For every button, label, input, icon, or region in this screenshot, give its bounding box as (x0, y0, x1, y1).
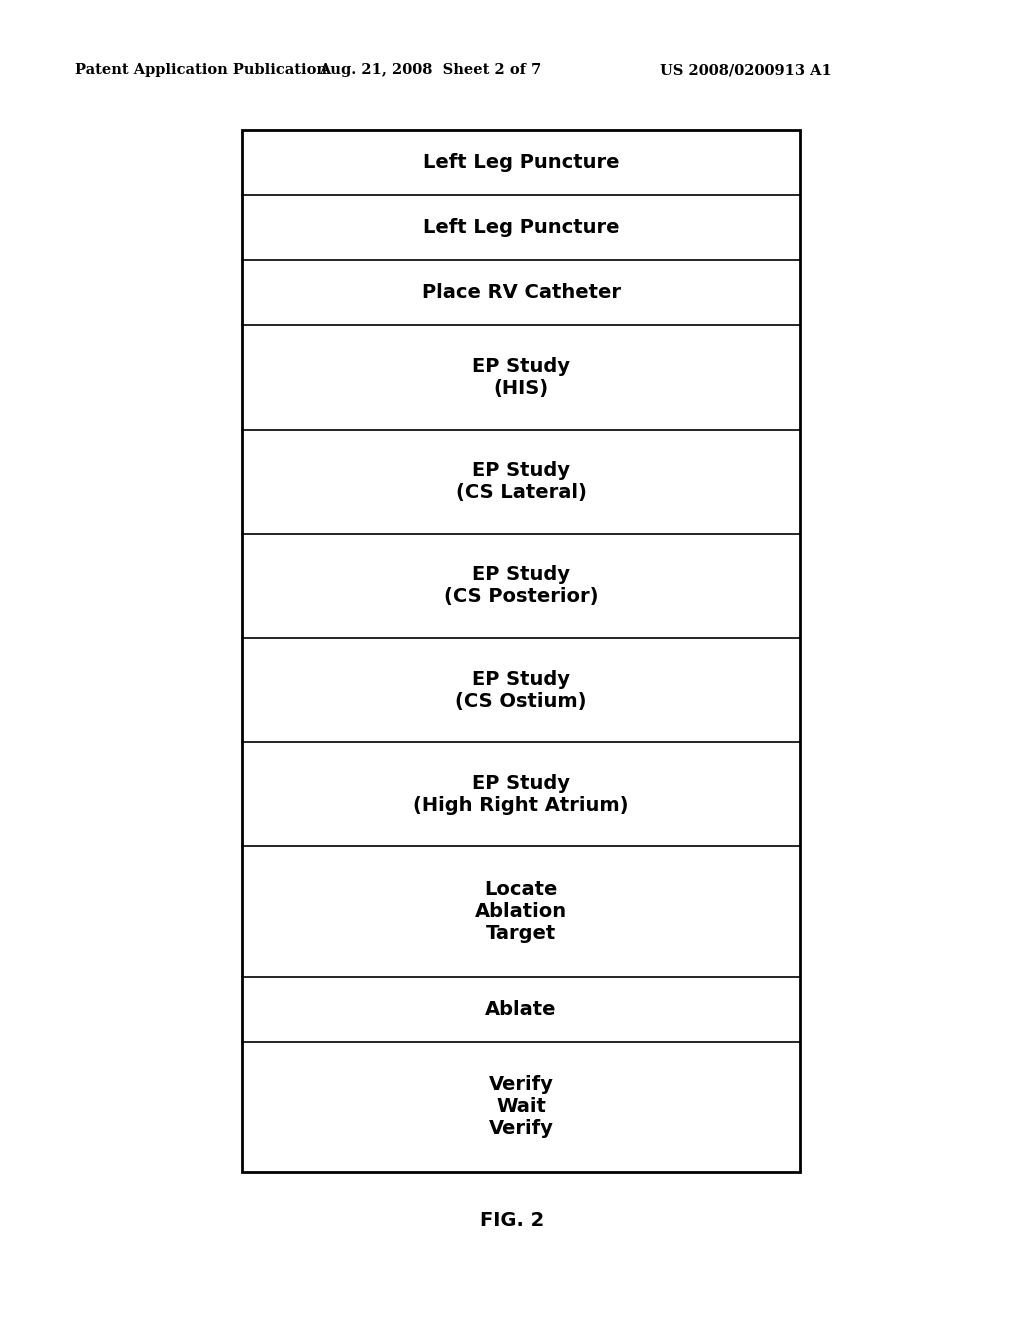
Text: FIG. 2: FIG. 2 (480, 1210, 544, 1229)
Text: EP Study: EP Study (472, 356, 570, 376)
Text: Wait: Wait (496, 1097, 546, 1117)
Text: Locate: Locate (484, 880, 558, 899)
Bar (242, 129, 800, 1172)
Text: Verify: Verify (488, 1076, 553, 1094)
Text: US 2008/0200913 A1: US 2008/0200913 A1 (660, 63, 831, 77)
Text: (HIS): (HIS) (494, 379, 549, 397)
Text: EP Study: EP Study (472, 461, 570, 480)
Text: EP Study: EP Study (472, 669, 570, 689)
Text: Verify: Verify (488, 1119, 553, 1138)
Text: Patent Application Publication: Patent Application Publication (75, 63, 327, 77)
Text: Ablation: Ablation (475, 902, 567, 921)
Text: Place RV Catheter: Place RV Catheter (422, 284, 621, 302)
Text: Left Leg Puncture: Left Leg Puncture (423, 153, 620, 172)
Text: Aug. 21, 2008  Sheet 2 of 7: Aug. 21, 2008 Sheet 2 of 7 (318, 63, 541, 77)
Text: (CS Posterior): (CS Posterior) (443, 587, 598, 606)
Text: Left Leg Puncture: Left Leg Puncture (423, 218, 620, 238)
Text: EP Study: EP Study (472, 774, 570, 793)
Text: (CS Lateral): (CS Lateral) (456, 483, 587, 502)
Text: (CS Ostium): (CS Ostium) (456, 692, 587, 710)
Text: EP Study: EP Study (472, 565, 570, 585)
Text: Target: Target (485, 924, 556, 942)
Text: (High Right Atrium): (High Right Atrium) (414, 796, 629, 814)
Text: Ablate: Ablate (485, 999, 557, 1019)
